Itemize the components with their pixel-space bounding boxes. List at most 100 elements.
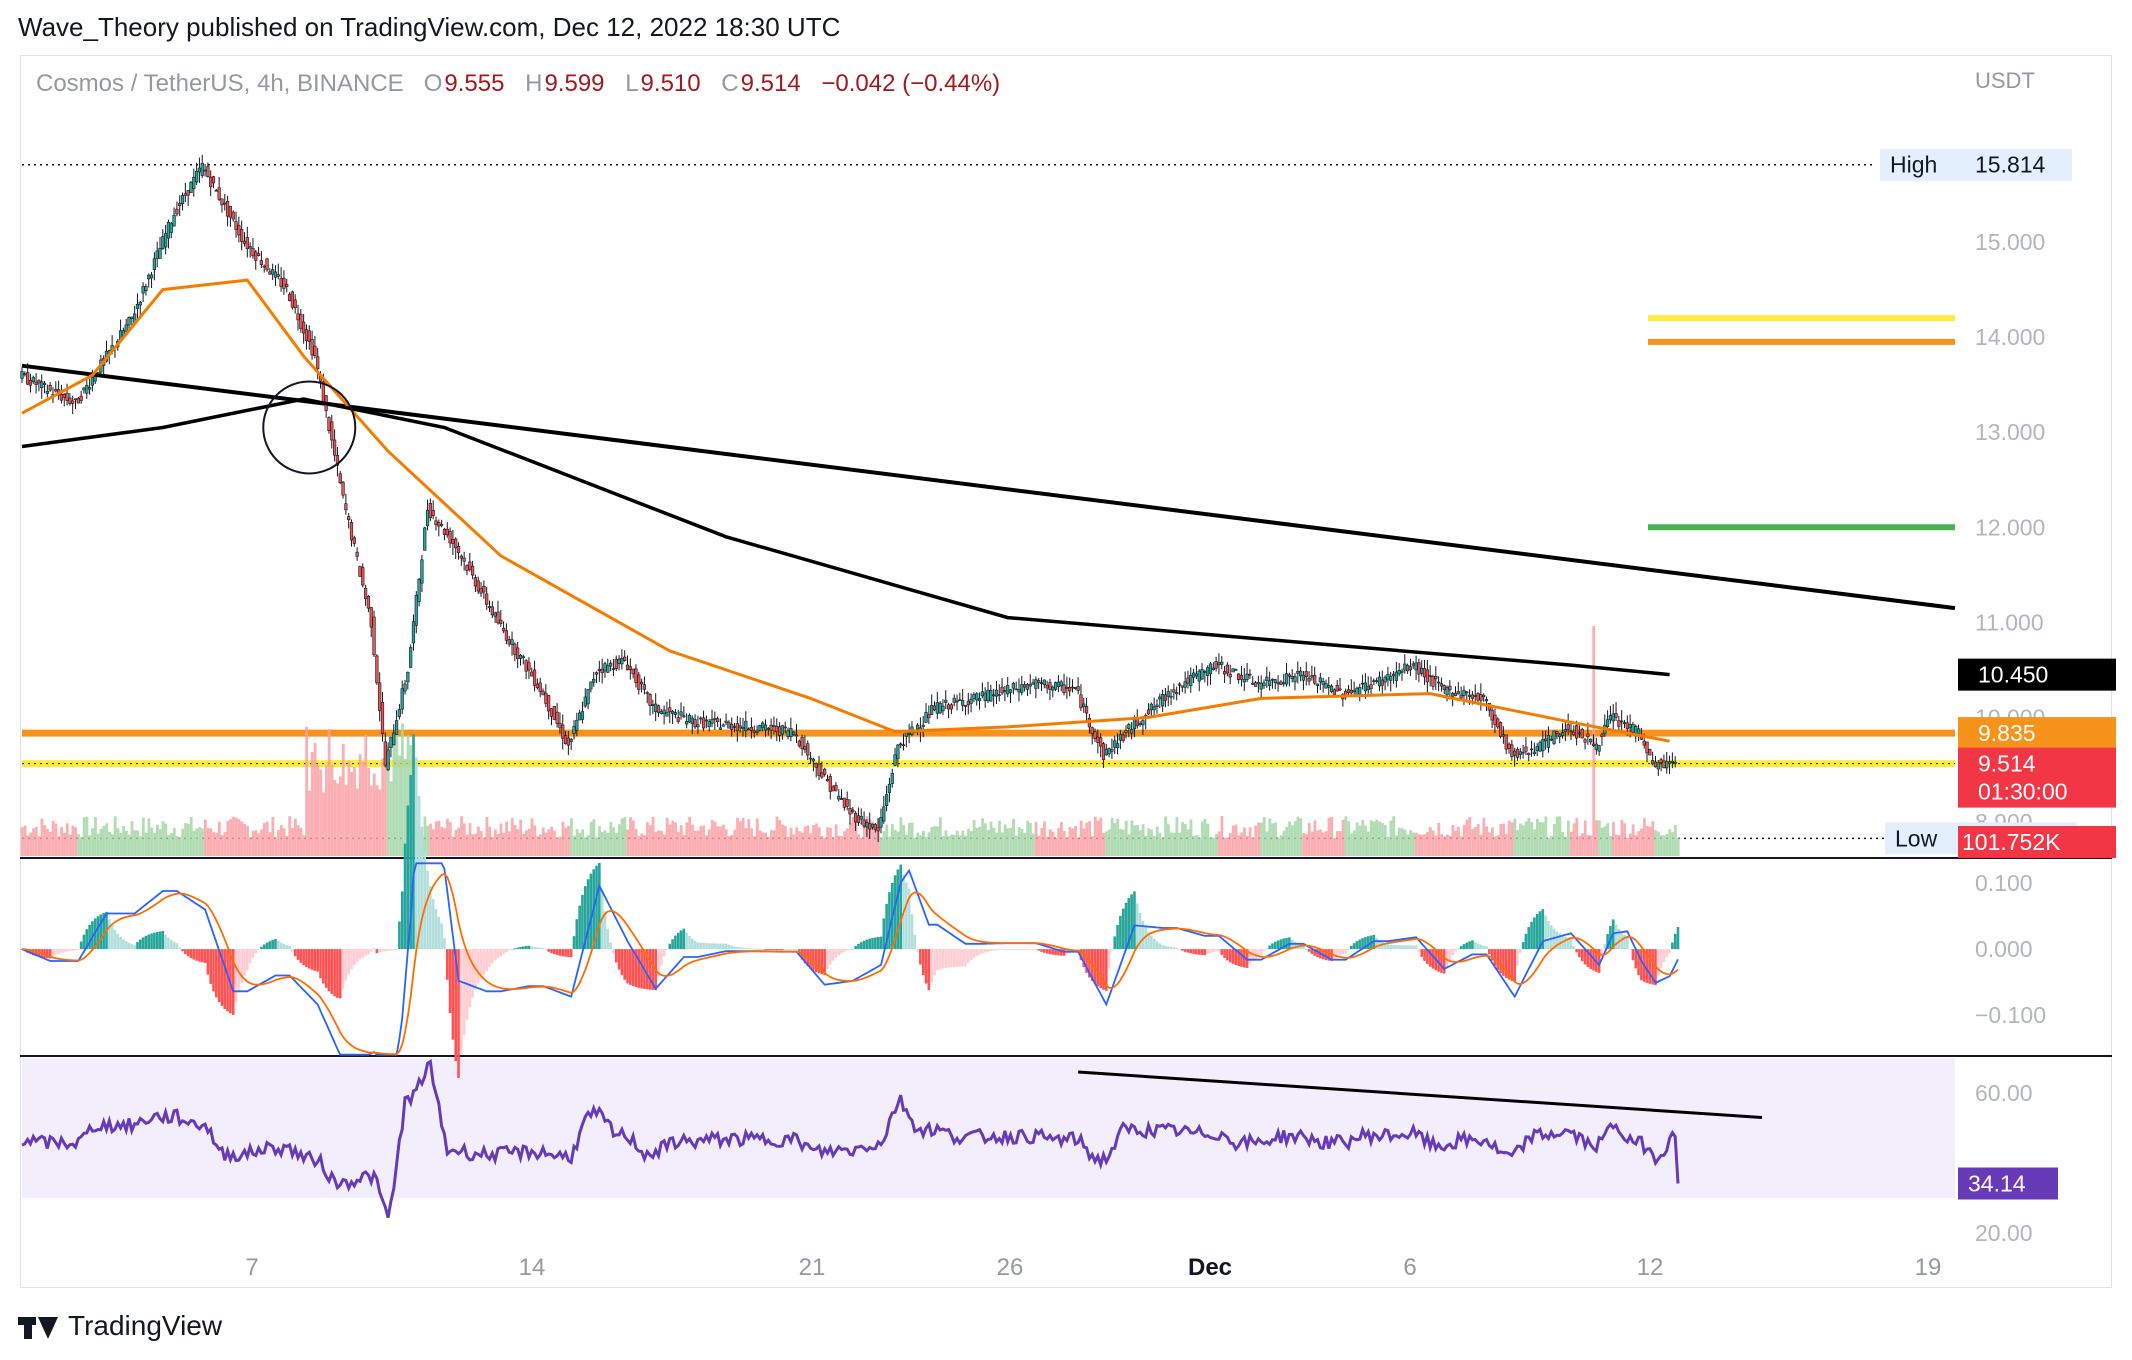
candle-body xyxy=(713,718,717,720)
macd-histogram-bar xyxy=(313,949,317,971)
candle-body xyxy=(1248,673,1252,676)
macd-histogram-bar xyxy=(1164,945,1167,950)
volume-bar xyxy=(206,828,210,856)
candle-body xyxy=(338,473,342,484)
volume-bar xyxy=(215,832,218,856)
footer-brand[interactable]: TradingView xyxy=(18,1310,222,1342)
candle-body xyxy=(969,698,973,704)
candle-body xyxy=(1625,722,1629,729)
volume-bar xyxy=(57,836,61,856)
candle-body xyxy=(1222,671,1227,675)
macd-histogram-bar xyxy=(1102,949,1105,990)
volume-bar xyxy=(133,830,137,856)
macd-histogram-bar xyxy=(752,948,756,950)
candle-body xyxy=(442,528,447,535)
volume-bar xyxy=(1243,827,1246,856)
macd-histogram-bar xyxy=(423,851,427,950)
candle-body xyxy=(1431,676,1435,687)
candle-body xyxy=(420,559,424,584)
candle-body xyxy=(946,704,951,710)
volume-bar xyxy=(1206,823,1210,856)
macd-histogram-bar xyxy=(1014,949,1018,951)
macd-histogram-bar xyxy=(319,949,322,979)
macd-histogram-bar xyxy=(840,949,843,954)
volume-bar xyxy=(91,828,95,856)
macd-histogram-bar xyxy=(879,936,883,950)
volume-bar xyxy=(370,785,373,856)
macd-histogram-bar xyxy=(482,949,486,975)
macd-histogram-bar xyxy=(1493,949,1497,966)
macd-histogram-bar xyxy=(1116,925,1119,950)
candle-body xyxy=(1453,692,1458,697)
volume-bar xyxy=(519,819,523,856)
candle-body xyxy=(372,616,376,656)
volume-bar xyxy=(313,743,317,856)
macd-histogram-bar xyxy=(837,949,841,956)
macd-histogram-bar xyxy=(1462,944,1466,950)
volume-bar xyxy=(1319,829,1322,856)
macd-histogram-bar xyxy=(212,949,215,992)
volume-bar xyxy=(1428,827,1432,856)
macd-histogram-bar xyxy=(1533,917,1536,950)
candle-body xyxy=(1242,679,1246,683)
candle-body xyxy=(1617,720,1621,727)
volume-bar xyxy=(161,821,165,856)
macd-histogram-bar xyxy=(1442,949,1446,974)
candle-body xyxy=(273,271,278,278)
macd-histogram-bar xyxy=(617,949,621,970)
macd-histogram-bar xyxy=(1504,949,1508,978)
volume-bar xyxy=(220,835,224,856)
volume-bar xyxy=(1307,823,1311,856)
symbol-name[interactable]: Cosmos / TetherUS, 4h, BINANCE xyxy=(36,70,404,97)
macd-histogram-bar xyxy=(1617,928,1621,950)
candle-body xyxy=(1425,669,1429,683)
candle-body xyxy=(1459,694,1463,699)
volume-bar xyxy=(899,817,903,856)
volume-bar xyxy=(443,828,447,856)
macd-histogram-bar xyxy=(719,943,722,950)
candle-body xyxy=(856,815,861,823)
candle-body xyxy=(763,724,768,731)
volume-bar xyxy=(874,825,877,856)
candle-body xyxy=(896,744,900,760)
candle-body xyxy=(248,246,252,249)
macd-histogram-bar xyxy=(1113,936,1117,950)
volume-bar xyxy=(1068,827,1072,856)
macd-histogram-bar xyxy=(868,938,872,950)
macd-histogram-bar xyxy=(1375,937,1378,950)
macd-histogram-bar xyxy=(1268,945,1271,950)
volume-bar xyxy=(1341,819,1345,856)
volume-bar xyxy=(927,832,931,856)
macd-histogram-bar xyxy=(992,949,995,951)
volume-bar xyxy=(938,817,942,856)
candle-body xyxy=(831,786,835,792)
volume-bar xyxy=(933,826,937,856)
macd-histogram-bar xyxy=(1600,949,1604,957)
candle-body xyxy=(459,555,463,559)
macd-histogram-bar xyxy=(541,947,545,950)
volume-bar xyxy=(955,830,959,856)
candle-body xyxy=(1383,677,1387,683)
volume-bar xyxy=(353,766,356,856)
volume-bar xyxy=(1214,833,1218,856)
volume-bar xyxy=(1107,829,1111,856)
candle-body xyxy=(268,271,272,275)
candle-body xyxy=(1563,729,1567,733)
price-tag-box xyxy=(1958,717,2116,750)
candle-body xyxy=(716,718,720,723)
candle-body xyxy=(980,691,984,697)
candle-body xyxy=(676,717,680,722)
macd-histogram-bar xyxy=(679,930,683,950)
candle-body xyxy=(701,717,706,729)
candle-body xyxy=(1653,761,1658,768)
candle-body xyxy=(1175,692,1179,695)
volume-bar xyxy=(1412,832,1415,856)
macd-histogram-bar xyxy=(1578,949,1581,958)
macd-histogram-bar xyxy=(1386,944,1390,950)
high-marker-label: High xyxy=(1890,152,1937,178)
macd-histogram-bar xyxy=(299,949,303,963)
volume-bar xyxy=(1274,822,1277,856)
volume-bar xyxy=(488,826,492,856)
volume-bar xyxy=(355,788,359,856)
